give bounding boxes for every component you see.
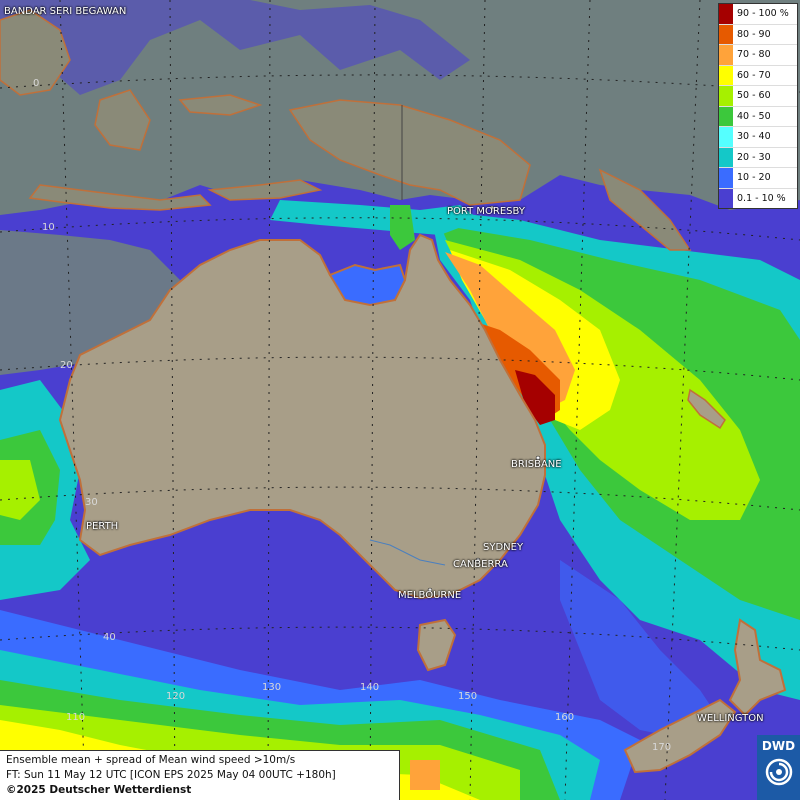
south-band-orange [410,760,440,790]
grid-label-lon-150: 150 [458,691,478,702]
grid-label-lat-20: 20 [60,360,73,371]
legend-label: 10 - 20 [737,172,771,184]
dwd-logo: DWD [757,735,800,800]
north-blue-patches [0,0,470,95]
grid-label-lon-130: 130 [262,682,282,693]
legend-row: 40 - 50 [719,106,797,127]
grid-label-lon-120: 120 [166,691,186,702]
city-label-perth: PERTH [86,521,119,532]
legend-swatch [719,24,733,44]
forecast-time: FT: Sun 11 May 12 UTC [ICON EPS 2025 May… [6,769,336,781]
city-label-melbourne: MELBOURNE [398,590,462,601]
grid-label-lat-0: 0 [33,78,40,89]
grid-label-lat-10: 10 [42,222,55,233]
new-zealand-south-island [623,698,737,774]
legend-label: 50 - 60 [737,90,771,102]
swirl-icon [765,758,792,786]
grid-label-lon-170: 170 [652,742,672,753]
copyright: ©2025 Deutscher Wetterdienst [6,784,192,796]
legend-swatch [719,65,733,85]
legend-swatch [719,127,733,147]
legend-label: 40 - 50 [737,110,771,122]
grid-label-lat-30: 30 [85,497,98,508]
probability-legend: 90 - 100 % 80 - 90 70 - 80 60 - 70 50 - 60 40… [718,3,798,209]
grid-label-lat-40: 40 [103,632,116,643]
grid-label-lon-160: 160 [555,712,575,723]
new-caledonia [687,388,726,430]
city-label-sydney: SYDNEY [483,542,524,553]
legend-row: 60 - 70 [719,65,797,86]
legend-label: 90 - 100 % [737,8,789,20]
city-markers [37,10,733,718]
legend-row: 80 - 90 [719,24,797,45]
legend-label: 0.1 - 10 % [737,192,786,204]
legend-swatch [719,45,733,65]
torres-band-teal [270,200,480,235]
torres-band-green [390,205,415,250]
murray-river [369,539,446,566]
tasmania [416,618,457,672]
legend-row: 50 - 60 [719,86,797,107]
legend-row: 30 - 40 [719,127,797,148]
city-label-bandar-seri-begawan: BANDAR SERI BEGAWAN [4,6,127,17]
east-field-red [515,370,555,425]
city-label-wellington: WELLINGTON [697,713,764,724]
northern-islands [0,9,692,251]
legend-row: 90 - 100 % [719,4,797,25]
legend-row: 0.1 - 10 % [719,188,797,208]
legend-swatch [719,106,733,126]
info-box: Ensemble mean + spread of Mean wind spee… [0,750,400,800]
dwd-logo-text: DWD [761,739,796,753]
gulf-of-carpentaria [328,263,407,307]
legend-swatch [719,4,733,24]
map-title: Ensemble mean + spread of Mean wind spee… [6,754,296,766]
legend-row: 10 - 20 [719,168,797,189]
city-label-port-moresby: PORT MORESBY [447,206,525,217]
legend-label: 20 - 30 [737,151,771,163]
new-zealand-north-island [728,618,787,717]
legend-swatch [719,86,733,106]
grid-label-lon-110: 110 [66,712,86,723]
legend-label: 80 - 90 [737,28,771,40]
west-band-lime [0,460,40,520]
legend-label: 70 - 80 [737,49,771,61]
city-label-canberra: CANBERRA [453,559,508,570]
legend-swatch [719,168,733,188]
legend-row: 70 - 80 [719,45,797,66]
tasman-blue [560,560,720,740]
australia-landmass [58,233,546,600]
legend-row: 20 - 30 [719,147,797,168]
legend-swatch [719,188,733,208]
legend-label: 60 - 70 [737,69,771,81]
legend-label: 30 - 40 [737,131,771,143]
legend-swatch [719,147,733,167]
city-label-brisbane: BRISBANE [511,459,562,470]
grid-label-lon-140: 140 [360,682,380,693]
